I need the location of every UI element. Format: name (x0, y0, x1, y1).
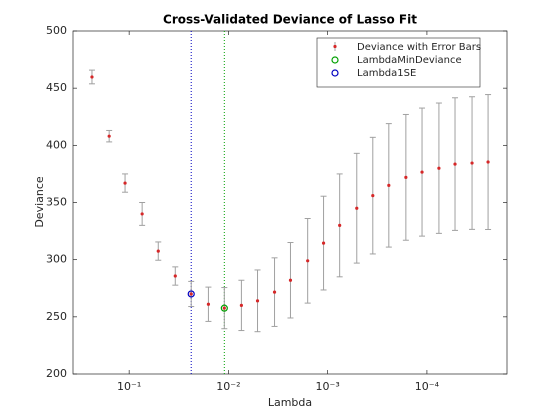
point (404, 175, 408, 179)
legend-icon (331, 56, 339, 64)
point (107, 134, 111, 138)
point (420, 170, 424, 174)
legend-label: Deviance with Error Bars (357, 42, 481, 53)
legend-icon (333, 44, 337, 49)
y-tick-label: 500 (46, 24, 67, 37)
chart-title: Cross-Validated Deviance of Lasso Fit (163, 13, 417, 27)
point (306, 259, 310, 263)
point (206, 302, 211, 306)
marker (187, 290, 195, 298)
point (173, 274, 177, 278)
legend-icon (331, 69, 339, 77)
legend-label: LambdaMinDeviance (357, 55, 462, 66)
point (321, 241, 326, 245)
y-tick-label: 200 (46, 367, 67, 380)
point (140, 212, 144, 216)
y-tick-label: 400 (46, 138, 67, 151)
point (486, 160, 490, 164)
point (453, 162, 457, 166)
point (189, 292, 193, 296)
point (222, 306, 226, 310)
legend-label: Lambda1SE (357, 68, 416, 79)
y-tick-label: 350 (46, 196, 67, 209)
point (90, 75, 94, 79)
point (123, 181, 127, 185)
y-tick-label: 450 (46, 81, 67, 94)
x-tick-label: 10⁻³ (316, 380, 340, 393)
x-tick-label: 10⁻⁴ (415, 380, 440, 393)
x-axis-label: Lambda (268, 396, 312, 409)
point (387, 183, 391, 187)
point (156, 249, 160, 253)
point (239, 303, 243, 307)
point (470, 161, 474, 165)
y-tick-label: 250 (46, 310, 67, 323)
point (371, 194, 375, 198)
x-tick-label: 10⁻¹ (117, 380, 141, 393)
point (255, 299, 260, 303)
x-tick-label: 10⁻² (216, 380, 240, 393)
point (437, 166, 441, 170)
point (355, 206, 359, 210)
y-axis-label: Deviance (33, 176, 46, 228)
point (272, 290, 277, 294)
point (288, 278, 293, 282)
y-tick-label: 300 (46, 253, 67, 266)
legend-box (316, 37, 481, 88)
marker (220, 304, 228, 312)
point (338, 223, 342, 227)
